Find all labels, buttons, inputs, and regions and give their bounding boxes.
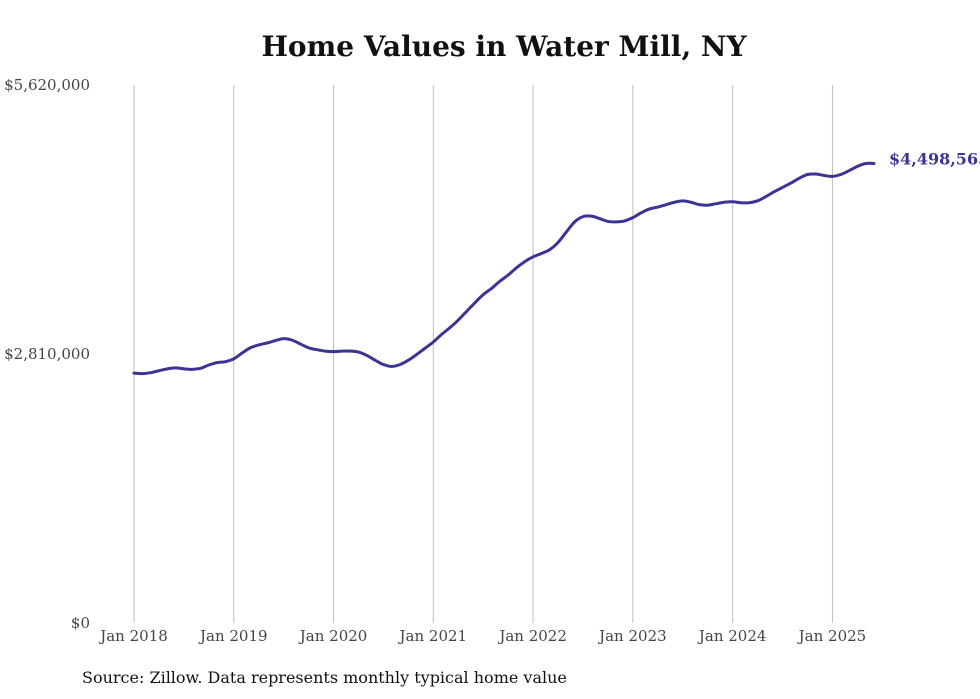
x-tick-label: Jan 2022	[497, 627, 567, 645]
x-tick-label: Jan 2019	[198, 627, 268, 645]
y-tick-label: $0	[71, 614, 90, 632]
x-axis-ticks: Jan 2018 Jan 2019 Jan 2020 Jan 2021 Jan 2022…	[98, 627, 866, 645]
x-tick-label: Jan 2018	[98, 627, 168, 645]
end-value-label: $4,498,565	[889, 149, 980, 168]
x-tick-label: Jan 2025	[797, 627, 867, 645]
y-axis-ticks: $0 $2,810,000 $5,620,000	[4, 76, 90, 632]
x-tick-label: Jan 2024	[697, 627, 767, 645]
gridlines	[133, 85, 833, 623]
x-tick-label: Jan 2023	[597, 627, 667, 645]
chart-title: Home Values in Water Mill, NY	[261, 30, 747, 63]
series-line-0	[132, 161, 876, 376]
x-tick-label: Jan 2021	[398, 627, 468, 645]
y-tick-label: $2,810,000	[4, 345, 90, 363]
x-tick-label: Jan 2020	[298, 627, 368, 645]
y-tick-label: $5,620,000	[4, 76, 90, 94]
chart-source-note: Source: Zillow. Data represents monthly …	[82, 668, 567, 687]
series-layer	[132, 161, 876, 376]
